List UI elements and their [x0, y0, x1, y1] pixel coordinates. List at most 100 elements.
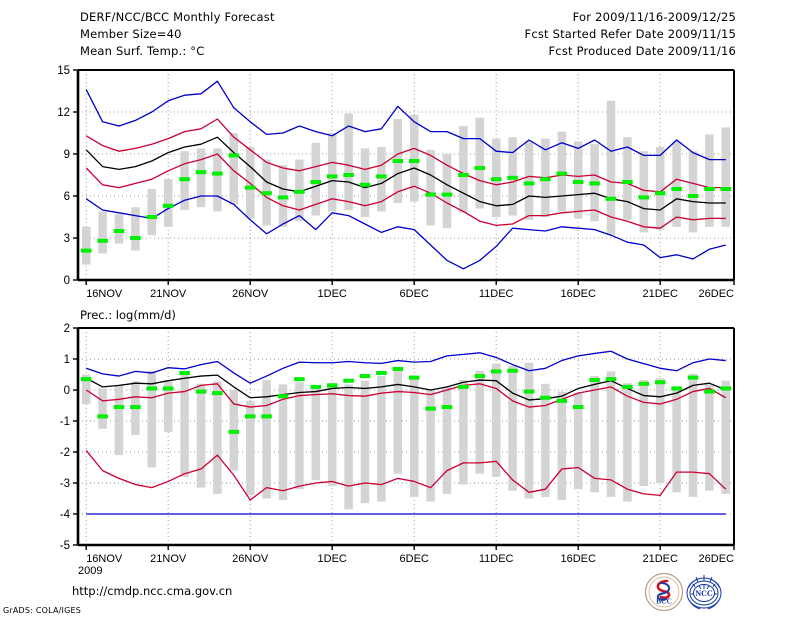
observed-value-marker — [310, 180, 322, 184]
observation-spread-bar — [557, 131, 567, 212]
observation-spread-bar — [606, 371, 616, 497]
observation-spread-bar — [147, 370, 157, 468]
y-axis-tick-label: -4 — [60, 509, 71, 521]
observed-value-marker — [146, 215, 158, 219]
observed-value-marker — [179, 177, 190, 182]
observation-spread-bar — [623, 137, 632, 220]
observation-spread-bar — [147, 189, 157, 236]
observed-value-marker — [687, 194, 699, 198]
observation-spread-bar — [163, 179, 173, 227]
observed-value-marker — [507, 368, 518, 373]
observed-value-marker — [113, 405, 125, 410]
observed-value-marker — [244, 185, 256, 190]
observed-value-marker — [654, 191, 666, 196]
cmdp-url-link[interactable]: http://cmdp.ncc.cma.gov.cn — [72, 584, 233, 598]
observed-value-marker — [359, 374, 371, 379]
y-axis-tick-label: -5 — [60, 540, 70, 552]
observed-value-marker — [343, 378, 354, 383]
observation-spread-bar — [360, 148, 370, 217]
observed-value-marker — [523, 389, 535, 394]
observed-value-marker — [507, 175, 518, 180]
observation-spread-bar — [196, 148, 206, 208]
x-axis-tick-label: 16DEC — [560, 553, 596, 565]
observed-value-marker — [704, 389, 715, 394]
x-axis-tick-label: 11DEC — [479, 553, 514, 565]
observation-spread-bar — [426, 149, 435, 226]
observation-spread-bar — [327, 133, 337, 212]
observed-value-marker — [458, 173, 469, 177]
observation-spread-bar — [98, 211, 107, 254]
observation-spread-bar — [180, 371, 189, 477]
observed-value-marker — [556, 171, 568, 176]
observed-value-marker — [80, 248, 92, 253]
observation-spread-bar — [705, 134, 714, 227]
y-axis-tick-label: -3 — [60, 478, 70, 490]
observation-spread-bar — [573, 393, 583, 490]
x-axis-tick-label: 26NOV — [232, 553, 269, 565]
observed-value-marker — [130, 236, 141, 240]
observed-value-marker — [277, 195, 289, 200]
y-axis-tick-label: -1 — [60, 416, 70, 428]
observed-value-marker — [162, 386, 174, 391]
observation-spread-bar — [278, 384, 288, 501]
observed-value-marker — [605, 196, 617, 201]
observed-value-marker — [474, 374, 486, 379]
series-line — [85, 118, 726, 193]
observation-spread-bar — [655, 378, 665, 483]
x-axis-tick-label: 11DEC — [479, 288, 514, 300]
observed-value-marker — [376, 174, 387, 179]
observed-value-marker — [195, 170, 207, 175]
observed-value-marker — [654, 380, 666, 385]
observation-spread-bar — [262, 380, 271, 499]
precipitation-chart: -5 -4 -3 -2 -1 0 1 2 16NOV 21NOV 26NOV 1DEC 6DEC 11DE… — [60, 323, 735, 577]
observed-value-marker — [113, 229, 125, 233]
y-axis-tick-label: 15 — [57, 65, 70, 77]
page-title: DERF/NCC/BCC Monthly Forecast — [80, 10, 275, 24]
observed-value-marker — [556, 398, 568, 403]
observed-value-marker — [425, 406, 436, 411]
observed-value-marker — [228, 429, 240, 434]
observed-value-marker — [589, 378, 600, 383]
observed-value-marker — [441, 192, 453, 197]
observed-value-marker — [441, 405, 453, 410]
observation-spread-bar — [393, 367, 403, 474]
observed-value-marker — [687, 375, 699, 380]
y-axis-tick-label: 1 — [64, 354, 70, 366]
observed-value-marker — [310, 384, 322, 389]
observed-value-marker — [261, 191, 272, 196]
observation-spread-bar — [98, 388, 107, 429]
forecast-period-label: For 2009/11/16-2009/12/25 — [572, 10, 736, 24]
precip-axis-title: Prec.: log(mm/d) — [80, 308, 176, 322]
x-axis-tick-label: 21DEC — [642, 288, 678, 300]
observed-value-marker — [638, 381, 650, 386]
observation-spread-bar — [491, 363, 501, 477]
temp-units-label: Mean Surf. Temp.: °C — [80, 44, 205, 58]
observed-value-marker — [162, 203, 174, 208]
observation-spread-bar — [114, 385, 124, 456]
observation-spread-bar — [196, 383, 206, 488]
observation-spread-bar — [721, 127, 731, 227]
y-axis-tick-label: 12 — [57, 107, 70, 119]
observed-value-marker — [622, 180, 633, 184]
observation-spread-bar — [688, 151, 698, 233]
y-axis-tick-label: 3 — [64, 233, 70, 245]
observed-value-marker — [720, 386, 732, 391]
bcc-logo-label: BCC — [656, 597, 672, 606]
observed-value-marker — [244, 414, 256, 419]
y-axis-tick-label: 9 — [64, 149, 70, 161]
observed-value-marker — [228, 153, 240, 158]
series-line — [85, 350, 726, 384]
x-axis-tick-label: 6DEC — [400, 288, 429, 300]
observation-spread-bar — [672, 141, 681, 227]
surface-temperature-chart: 0 3 6 9 12 15 16NOV 21NOV 26NOV 1DEC 6DEC 11DEC 16DE… — [57, 65, 735, 300]
observed-value-marker — [425, 192, 436, 197]
x-axis-tick-label: 16NOV — [86, 288, 123, 300]
observed-value-marker — [671, 187, 682, 191]
observed-value-marker — [212, 171, 223, 176]
observation-spread-bar — [475, 117, 485, 209]
y-axis-tick-label: 6 — [64, 191, 70, 203]
observation-spread-bar — [721, 380, 731, 494]
x-axis-tick-label: 1DEC — [318, 288, 347, 300]
forecast-start-label: Fcst Started Refer Date 2009/11/15 — [524, 27, 736, 41]
